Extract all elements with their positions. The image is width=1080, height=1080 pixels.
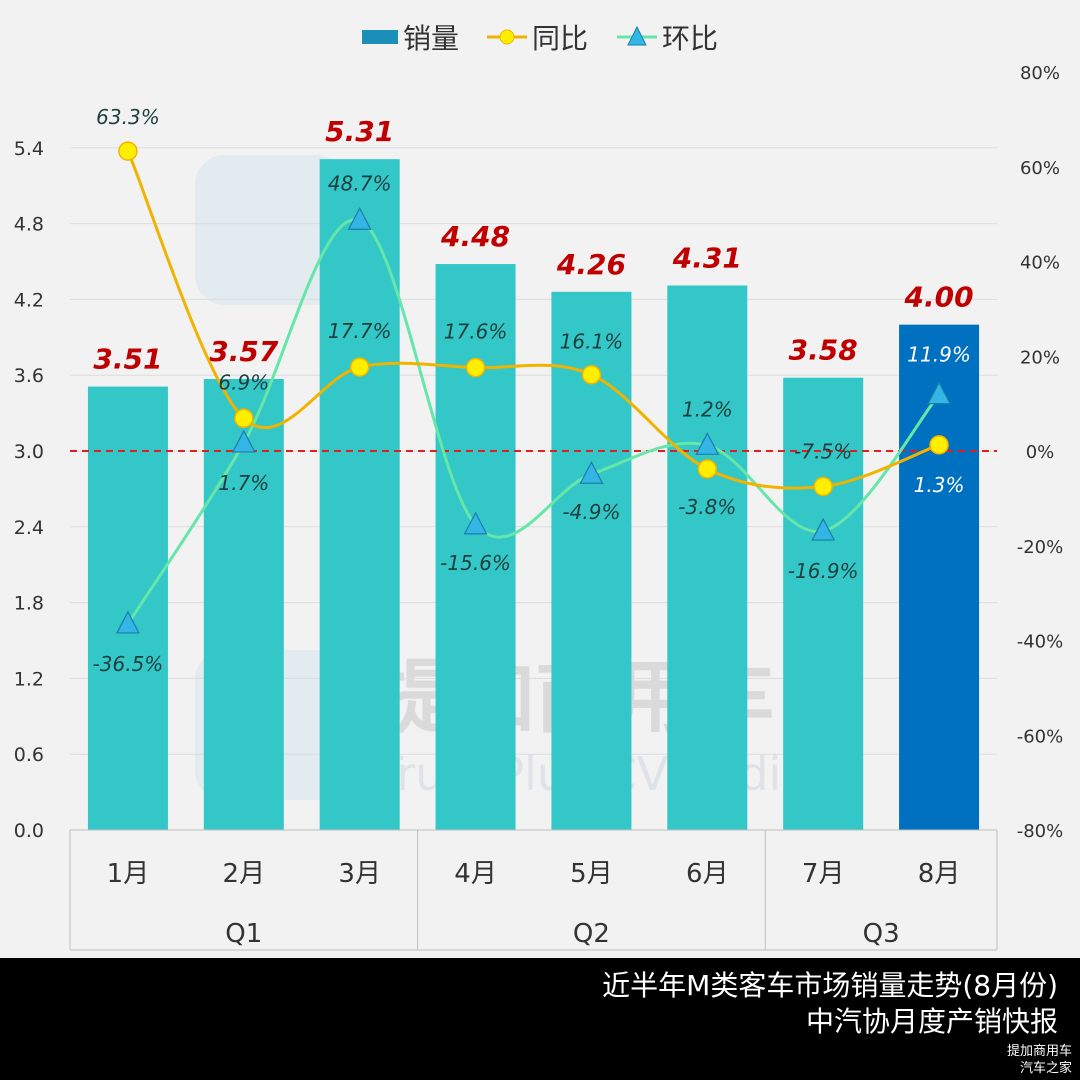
left-axis-tick: 4.2 <box>14 289 44 311</box>
yoy-data-label: -3.8% <box>678 495 736 519</box>
mom-data-label: -16.9% <box>788 559 859 583</box>
right-axis-tick: 20% <box>1020 347 1060 368</box>
footer: 近半年M类客车市场销量走势(8月份) 中汽协月度产销快报 提加商用车 汽车之家 <box>0 958 1080 1080</box>
bar-data-label: 3.58 <box>789 334 858 367</box>
mom-data-label: -15.6% <box>440 551 511 575</box>
left-axis-tick: 1.2 <box>14 668 44 690</box>
footer-source: 中汽协月度产销快报 <box>805 1005 1058 1038</box>
bar <box>87 386 168 830</box>
x-axis-tick: 2月 <box>223 859 266 889</box>
x-axis-tick: 8月 <box>918 859 961 889</box>
yoy-data-label: 17.7% <box>328 319 392 343</box>
yoy-marker <box>813 476 833 497</box>
yoy-data-label: 1.3% <box>914 473 965 497</box>
bar <box>435 264 516 830</box>
right-axis-tick: -80% <box>1017 821 1064 842</box>
left-axis-tick: 0.6 <box>14 744 44 766</box>
right-axis-tick: 0% <box>1026 442 1055 463</box>
mom-data-label: 48.7% <box>328 171 392 195</box>
yoy-data-label: 6.9% <box>218 370 269 394</box>
bar <box>783 377 864 830</box>
x-axis-tick: 3月 <box>338 859 381 889</box>
bar <box>319 159 400 831</box>
legend-label: 销量 <box>403 22 459 55</box>
yoy-marker <box>581 364 602 385</box>
right-axis-tick: 60% <box>1020 158 1060 179</box>
yoy-line <box>126 150 940 490</box>
x-axis-tick: 5月 <box>570 859 613 889</box>
mom-marker <box>115 610 140 634</box>
left-axis-tick: 0.0 <box>14 820 44 842</box>
x-axis-group-label: Q3 <box>863 919 900 949</box>
mom-data-label: 1.2% <box>682 397 733 421</box>
yoy-marker <box>118 141 138 161</box>
left-axis-tick: 5.4 <box>14 138 44 160</box>
mom-marker <box>579 460 604 484</box>
left-axis-tick: 3.0 <box>14 441 44 463</box>
right-axis-tick: 80% <box>1020 63 1060 84</box>
bar-data-label: 4.48 <box>440 220 510 253</box>
mom-marker <box>695 432 720 455</box>
bar-data-label: 4.00 <box>904 281 974 314</box>
yoy-data-label: 17.6% <box>444 320 508 344</box>
right-axis-tick: 40% <box>1020 253 1060 274</box>
left-axis-tick: 1.8 <box>14 593 44 615</box>
mom-data-label: 1.7% <box>218 471 269 495</box>
x-axis-tick: 6月 <box>686 859 729 889</box>
legend-label: 环比 <box>662 22 718 55</box>
yoy-data-label: 63.3% <box>96 105 160 129</box>
right-axis-tick: -40% <box>1017 632 1064 653</box>
mom-marker <box>927 381 952 405</box>
mom-data-label: -4.9% <box>562 500 620 524</box>
left-axis-tick: 3.6 <box>14 365 44 387</box>
mom-data-label: -36.5% <box>93 652 164 676</box>
footer-watermark-1: 提加商用车 <box>1006 1044 1072 1059</box>
bar <box>203 378 284 830</box>
mom-marker <box>231 429 256 453</box>
yoy-data-label: -7.5% <box>794 440 852 464</box>
bar <box>899 324 980 830</box>
mom-marker <box>463 511 488 535</box>
yoy-marker <box>697 459 718 479</box>
bar <box>667 285 748 831</box>
yoy-marker <box>234 408 254 429</box>
legend-bar-swatch <box>362 30 398 44</box>
bar-data-label: 5.31 <box>325 115 394 148</box>
legend-yoy-marker <box>499 29 515 45</box>
bar-data-label: 4.26 <box>556 248 626 281</box>
mom-marker <box>347 206 372 230</box>
yoy-marker <box>349 357 370 377</box>
right-axis-tick: -60% <box>1017 726 1064 747</box>
mom-marker <box>811 517 836 541</box>
yoy-marker <box>465 357 486 378</box>
yoy-data-label: 16.1% <box>560 330 624 354</box>
x-axis-group-label: Q2 <box>573 919 610 949</box>
x-axis-tick: 4月 <box>454 859 497 889</box>
bar-data-label: 3.57 <box>209 335 279 368</box>
right-axis-tick: -20% <box>1017 537 1064 558</box>
left-axis-tick: 2.4 <box>14 517 44 539</box>
bar-data-label: 3.51 <box>93 343 162 376</box>
legend-mom-marker <box>627 25 647 46</box>
left-axis-tick: 4.8 <box>14 214 44 236</box>
x-axis-tick: 7月 <box>802 859 845 889</box>
yoy-marker <box>929 435 949 455</box>
bar-data-label: 4.31 <box>672 242 742 275</box>
mom-data-label: 11.9% <box>907 343 971 367</box>
x-axis-group-label: Q1 <box>225 919 262 949</box>
legend-label: 同比 <box>532 22 588 55</box>
combo-chart: 提加商用车TruckPlus CVstudio0.00.61.21.82.43.… <box>14 22 1064 951</box>
footer-watermark-2: 汽车之家 <box>1019 1061 1072 1076</box>
watermark-logo <box>195 155 345 305</box>
x-axis-tick: 1月 <box>107 859 150 889</box>
footer-title: 近半年M类客车市场销量走势(8月份) <box>602 969 1058 1002</box>
